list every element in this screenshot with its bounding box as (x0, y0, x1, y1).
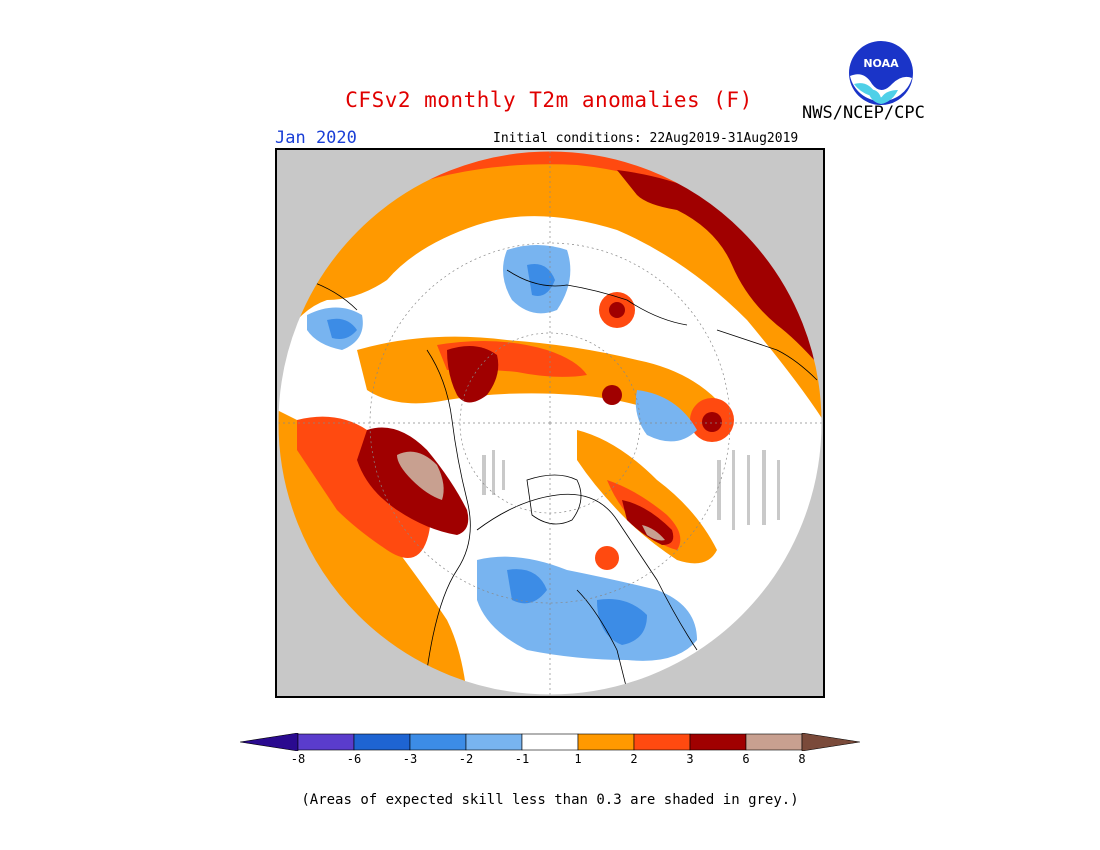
strong-warm-anomaly-region (622, 500, 674, 545)
initial-conditions: Initial conditions: 22Aug2019-31Aug2019 (493, 131, 799, 146)
forecast-month: Jan 2020 (275, 128, 357, 148)
colorbar-tick-label: 1 (574, 752, 582, 766)
colorbar-tick-label: -1 (514, 752, 530, 766)
colorbar-tick-label: 6 (742, 752, 750, 766)
strong-warm-anomaly-region (357, 427, 469, 535)
forecast-map (275, 148, 825, 698)
cold-anomaly-region (597, 599, 647, 645)
warm-anomaly-region (577, 430, 717, 564)
colorbar-swatch (465, 733, 523, 751)
colorbar-tick-label: 3 (686, 752, 694, 766)
noaa-logo: NOAA (849, 41, 913, 105)
warm-anomaly-spot (702, 412, 722, 432)
cold-anomaly-region (327, 318, 357, 339)
colorbar-swatch (297, 733, 355, 751)
polar-map (277, 150, 823, 696)
warm-anomaly-spot (609, 302, 625, 318)
colorbar-min-arrow (240, 733, 299, 751)
cold-anomaly-region (527, 264, 555, 296)
colorbar-labels: -8 -6 -3 -2 -1 1 2 3 6 8 (0, 752, 1100, 768)
colorbar-tick-label: -3 (402, 752, 418, 766)
low-skill-mask (482, 450, 780, 530)
colorbar-tick-label: 2 (630, 752, 638, 766)
colorbar-swatch (689, 733, 747, 751)
colorbar (240, 733, 860, 751)
warm-anomaly-spot (595, 546, 619, 570)
colorbar-swatch (633, 733, 691, 751)
skill-footnote: (Areas of expected skill less than 0.3 a… (301, 792, 799, 808)
colorbar-tick-label: -6 (346, 752, 362, 766)
extreme-warm-anomaly-region (642, 525, 665, 541)
coastlines (306, 269, 818, 691)
colorbar-swatch (409, 733, 467, 751)
strong-warm-anomaly-region (617, 170, 822, 370)
extreme-warm-anomaly-region (397, 451, 444, 500)
colorbar-swatch (745, 733, 803, 751)
graticule (278, 151, 822, 695)
chart-title: CFSv2 monthly T2m anomalies (F) (345, 88, 753, 112)
colorbar-tick-label: -2 (458, 752, 474, 766)
colorbar-tick-label: 8 (798, 752, 806, 766)
colorbar-swatch (577, 733, 635, 751)
agency-label: NWS/NCEP/CPC (802, 103, 925, 123)
warm-anomaly-spot (602, 385, 622, 405)
colorbar-tick-label: -8 (290, 752, 306, 766)
cold-anomaly-region (507, 569, 547, 604)
colorbar-swatch (521, 733, 579, 751)
warm-anomaly-region (297, 416, 431, 558)
warm-anomaly-region (278, 151, 822, 420)
colorbar-swatch (353, 733, 411, 751)
noaa-logo-text: NOAA (863, 57, 899, 70)
cold-anomaly-region (635, 390, 697, 442)
colorbar-max-arrow (801, 733, 860, 751)
